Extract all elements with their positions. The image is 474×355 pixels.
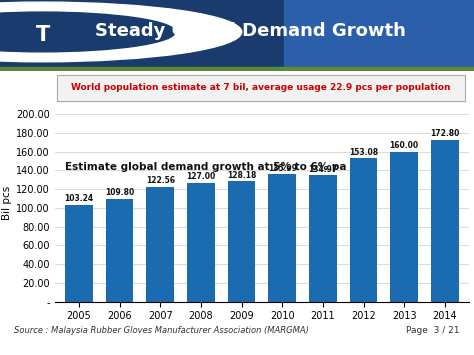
Text: 160.00: 160.00 (390, 141, 419, 150)
Bar (187, 182, 215, 302)
Text: Page  3 / 21: Page 3 / 21 (406, 326, 460, 335)
Text: 122.56: 122.56 (146, 176, 175, 185)
Text: 135.99: 135.99 (268, 164, 297, 173)
Bar (0, 67, 474, 71)
Text: Source : Malaysia Rubber Gloves Manufacturer Association (MARGMA): Source : Malaysia Rubber Gloves Manufact… (14, 326, 309, 335)
Text: 103.24: 103.24 (64, 195, 93, 203)
Text: 128.18: 128.18 (227, 171, 256, 180)
Text: 109.80: 109.80 (105, 188, 134, 197)
Bar (284, 0, 474, 71)
Text: 127.00: 127.00 (186, 172, 216, 181)
Circle shape (0, 12, 175, 52)
Bar (146, 187, 174, 302)
Bar (106, 199, 133, 302)
Bar (268, 174, 296, 302)
Y-axis label: Bil pcs: Bil pcs (2, 186, 12, 220)
Bar (309, 175, 337, 302)
Bar (0, 0, 284, 71)
Text: 172.80: 172.80 (430, 129, 460, 138)
Text: 153.08: 153.08 (349, 148, 378, 157)
Text: World population estimate at 7 bil, average usage 22.9 pcs per population: World population estimate at 7 bil, aver… (71, 83, 450, 92)
Bar (228, 181, 255, 302)
Text: TOP GLOVE: TOP GLOVE (29, 15, 56, 19)
Bar (65, 205, 93, 302)
Bar (350, 158, 377, 302)
Text: Estimate global demand growth at 5% to 6% pa: Estimate global demand growth at 5% to 6… (65, 162, 347, 172)
Text: T: T (36, 25, 50, 45)
Circle shape (0, 2, 242, 62)
Bar (391, 152, 418, 302)
Text: Steady Global Demand Growth: Steady Global Demand Growth (95, 22, 406, 40)
Bar (431, 140, 459, 302)
Text: 134.97: 134.97 (308, 165, 337, 174)
